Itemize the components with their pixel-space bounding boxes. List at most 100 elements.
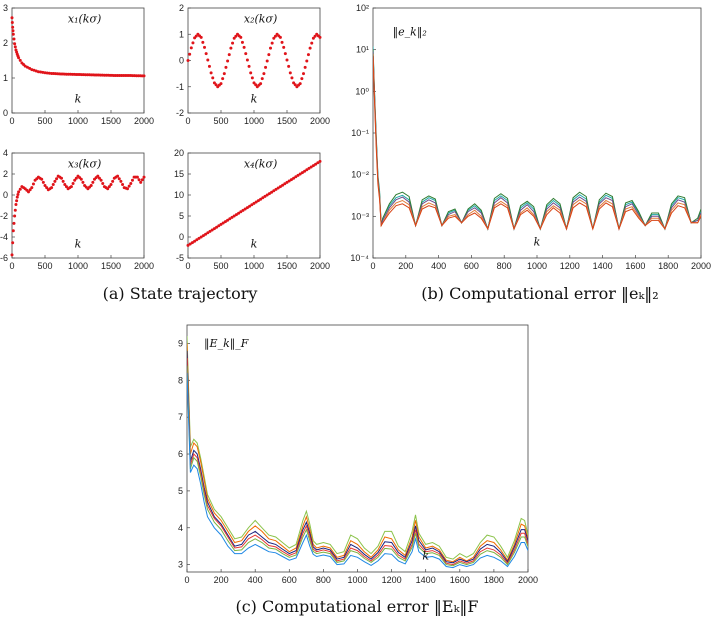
- data-point: [285, 180, 289, 184]
- caption-b: (b) Computational error ‖eₖ‖₂: [421, 284, 658, 303]
- y-tick-label: 10⁻³: [351, 211, 369, 221]
- data-point: [129, 181, 133, 185]
- data-point: [245, 58, 249, 62]
- y-tick-label: 0: [179, 56, 184, 66]
- data-point: [232, 214, 236, 218]
- panel-annotation: ‖E_k‖_F: [204, 337, 249, 351]
- data-point: [139, 180, 143, 184]
- data-point: [36, 70, 40, 74]
- y-tick-label: 10⁻²: [351, 170, 369, 180]
- data-point: [50, 186, 54, 190]
- data-point: [203, 45, 206, 49]
- data-point: [89, 184, 93, 188]
- x-tick-label: 1400: [416, 575, 436, 585]
- y-tick-label: 10⁻¹: [351, 128, 369, 138]
- x-tick-label: 2000: [518, 575, 538, 585]
- data-point: [267, 192, 271, 196]
- data-point: [45, 71, 49, 75]
- y-tick-label: 10⁻⁴: [350, 253, 369, 263]
- data-point: [305, 59, 309, 63]
- y-tick-label: 20: [174, 148, 184, 158]
- data-point: [99, 178, 103, 182]
- y-tick-label: -2: [0, 211, 8, 221]
- data-point: [241, 208, 245, 212]
- data-point: [211, 76, 215, 80]
- data-point: [265, 193, 269, 197]
- data-point: [47, 71, 51, 75]
- y-tick-label: 5: [178, 486, 183, 496]
- data-point: [55, 177, 59, 181]
- data-point: [12, 221, 16, 225]
- data-point: [254, 200, 258, 204]
- data-point: [230, 215, 234, 219]
- data-point: [296, 173, 300, 177]
- x-tick-label: 1600: [450, 575, 470, 585]
- data-point: [142, 74, 146, 78]
- data-point: [250, 76, 254, 80]
- data-point: [289, 178, 293, 182]
- data-point: [219, 222, 223, 226]
- panel-x3: 0 500 1000 1500 2000 -6 -4 -2 0 2 4 x₃(kσ) k: [0, 148, 154, 271]
- data-point: [15, 195, 19, 199]
- x-tick-label: 1000: [347, 575, 367, 585]
- data-point: [259, 197, 263, 201]
- data-point: [267, 53, 271, 57]
- data-point: [292, 81, 296, 85]
- data-point: [11, 241, 15, 245]
- data-point: [278, 35, 282, 39]
- data-point: [223, 220, 227, 224]
- data-point: [239, 35, 243, 39]
- data-point: [126, 187, 129, 191]
- data-point: [264, 65, 268, 69]
- data-point: [27, 190, 30, 194]
- data-point: [197, 236, 201, 240]
- data-point: [252, 201, 256, 205]
- x-tick-label: 1000: [68, 116, 88, 126]
- y-tick-label: 3: [3, 3, 8, 13]
- data-point: [214, 83, 218, 87]
- data-point: [81, 180, 85, 184]
- data-point: [195, 238, 199, 242]
- data-point: [204, 52, 208, 56]
- data-point: [11, 229, 15, 233]
- data-point: [204, 232, 208, 236]
- data-point: [18, 58, 22, 62]
- data-point: [283, 182, 287, 186]
- data-point: [63, 183, 67, 186]
- data-point: [135, 175, 139, 179]
- data-point: [127, 184, 131, 188]
- data-point: [209, 71, 213, 75]
- data-point: [28, 66, 32, 70]
- data-point: [40, 177, 44, 181]
- data-point: [130, 178, 134, 182]
- y-tick-label: 0: [3, 108, 8, 118]
- data-point: [117, 177, 121, 181]
- data-point: [234, 213, 238, 217]
- data-point: [270, 41, 274, 45]
- y-tick-label: -1: [176, 82, 184, 92]
- data-point: [17, 56, 21, 60]
- y-tick-label: 0: [3, 190, 8, 200]
- x-tick-label: 1000: [527, 261, 547, 271]
- panel-error-matrix: 0 200 400 600 800 1000 1200 1400 1600 1800 2000 3 4 5…: [178, 324, 538, 585]
- x-tick-label: 1500: [277, 261, 297, 271]
- data-point: [311, 164, 315, 168]
- data-point: [13, 208, 17, 212]
- data-point: [249, 71, 253, 75]
- y-tick-label: 4: [178, 523, 183, 533]
- data-point: [191, 41, 195, 45]
- y-tick-label: 0: [179, 232, 184, 242]
- data-point: [318, 159, 322, 163]
- y-tick-label: 2: [179, 3, 184, 13]
- data-point: [222, 72, 226, 76]
- x-tick-label: 1500: [101, 116, 121, 126]
- y-tick-label: 1: [3, 73, 8, 83]
- data-point: [45, 186, 49, 190]
- x-axis-label: k: [422, 550, 429, 563]
- data-point: [272, 36, 276, 40]
- data-point: [15, 199, 19, 203]
- data-point: [305, 168, 309, 172]
- data-point: [231, 41, 235, 45]
- data-point: [13, 42, 17, 46]
